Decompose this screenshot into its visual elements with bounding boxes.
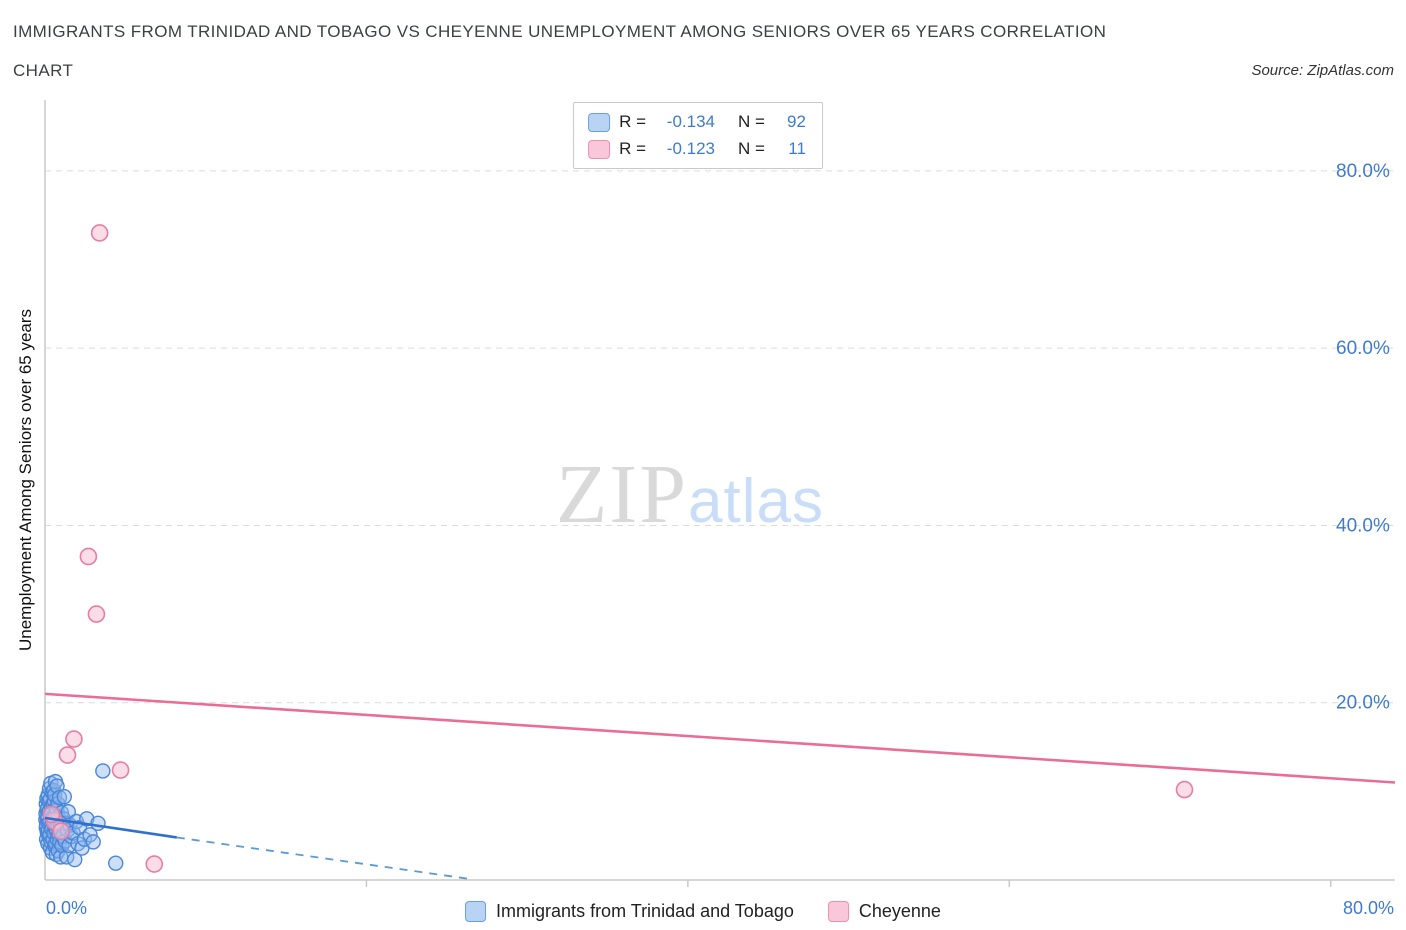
trend-line-trinidad-dashed <box>176 836 472 881</box>
scatter-point-trinidad <box>85 834 101 850</box>
pink-legend-swatch-icon <box>827 901 849 922</box>
page-title: IMMIGRANTS FROM TRINIDAD AND TOBAGO VS C… <box>13 22 1107 41</box>
y-axis-tick-label: 60.0% <box>1336 338 1390 359</box>
y-axis-tick-label: 80.0% <box>1336 161 1390 182</box>
scatter-point-cheyenne <box>111 761 130 779</box>
n-value: 11 <box>788 139 806 158</box>
scatter-point-trinidad <box>90 815 106 831</box>
y-axis-tick-label: 40.0% <box>1336 515 1390 536</box>
r-label: R = <box>619 112 647 131</box>
scatter-point-trinidad <box>95 763 111 779</box>
scatter-point-trinidad <box>49 778 65 794</box>
legend-item-cheyenne: Cheyenne <box>827 901 941 922</box>
legend-item-label: Immigrants from Trinidad and Tobago <box>496 901 794 921</box>
r-value: -0.134 <box>666 112 716 131</box>
x-axis-tick-min: 0.0% <box>46 898 88 918</box>
pink-series-swatch-icon <box>588 139 611 159</box>
n-label: N = <box>738 139 765 158</box>
n-value: 92 <box>787 112 806 131</box>
trend-line-trinidad-solid <box>44 816 177 839</box>
scatter-point-cheyenne <box>87 605 106 623</box>
blue-series-swatch-icon <box>588 112 611 132</box>
blue-legend-swatch-icon <box>465 901 487 922</box>
page-title-line2: CHART <box>13 61 74 80</box>
r-value: -0.123 <box>666 139 716 158</box>
scatter-point-cheyenne <box>52 822 70 841</box>
legend-item-trinidad: Immigrants from Trinidad and Tobago <box>465 901 794 922</box>
correlation-legend: R = -0.134 N = 92 R = -0.123 N = 11 <box>573 102 823 169</box>
scatter-point-cheyenne <box>145 855 164 873</box>
scatter-point-cheyenne <box>79 547 98 566</box>
scatter-point-cheyenne <box>65 730 83 748</box>
r-label: R = <box>619 139 647 158</box>
scatter-point-cheyenne <box>1175 780 1194 799</box>
source-attribution: Source: ZipAtlas.com <box>1251 62 1394 79</box>
scatter-point-cheyenne <box>90 224 109 242</box>
scatter-point-trinidad <box>67 851 83 868</box>
legend-row-trinidad: R = -0.134 N = 92 <box>588 112 806 132</box>
x-axis-tick-max: 80.0% <box>1342 898 1394 918</box>
scatter-point-trinidad <box>51 789 68 806</box>
legend-item-label: Cheyenne <box>858 901 941 921</box>
scatter-point-trinidad <box>56 788 72 805</box>
trend-line-cheyenne <box>44 692 1396 784</box>
y-axis-tick-label: 20.0% <box>1336 693 1390 714</box>
n-label: N = <box>738 112 765 131</box>
legend-row-cheyenne: R = -0.123 N = 11 <box>588 139 806 159</box>
series-legend: Immigrants from Trinidad and Tobago Chey… <box>465 901 941 922</box>
scatter-point-cheyenne <box>58 746 77 764</box>
scatter-point-trinidad <box>108 855 124 871</box>
